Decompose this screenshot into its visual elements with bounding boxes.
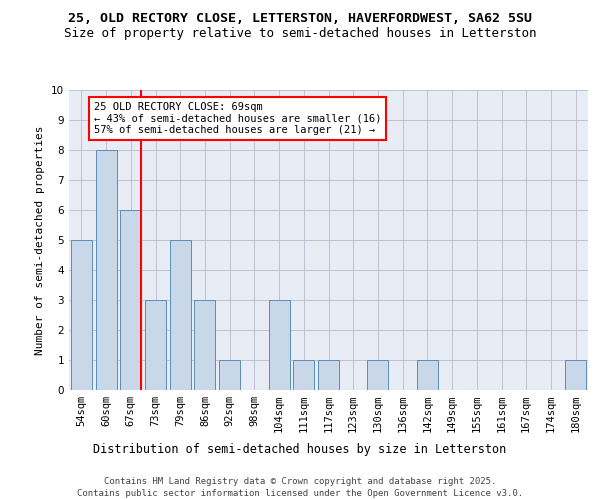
Bar [71, 240, 92, 390]
Bar [367, 360, 388, 390]
Text: Contains HM Land Registry data © Crown copyright and database right 2025.
Contai: Contains HM Land Registry data © Crown c… [77, 476, 523, 498]
Bar [318, 360, 339, 390]
Bar [120, 210, 141, 390]
Bar [269, 300, 290, 390]
Bar [417, 360, 438, 390]
Text: Distribution of semi-detached houses by size in Letterston: Distribution of semi-detached houses by … [94, 442, 506, 456]
Bar [95, 150, 116, 390]
Text: Size of property relative to semi-detached houses in Letterston: Size of property relative to semi-detach… [64, 28, 536, 40]
Bar [293, 360, 314, 390]
Bar [565, 360, 586, 390]
Text: 25, OLD RECTORY CLOSE, LETTERSTON, HAVERFORDWEST, SA62 5SU: 25, OLD RECTORY CLOSE, LETTERSTON, HAVER… [68, 12, 532, 26]
Bar [219, 360, 240, 390]
Text: 25 OLD RECTORY CLOSE: 69sqm
← 43% of semi-detached houses are smaller (16)
57% o: 25 OLD RECTORY CLOSE: 69sqm ← 43% of sem… [94, 102, 381, 135]
Bar [170, 240, 191, 390]
Bar [145, 300, 166, 390]
Bar [194, 300, 215, 390]
Y-axis label: Number of semi-detached properties: Number of semi-detached properties [35, 125, 46, 355]
